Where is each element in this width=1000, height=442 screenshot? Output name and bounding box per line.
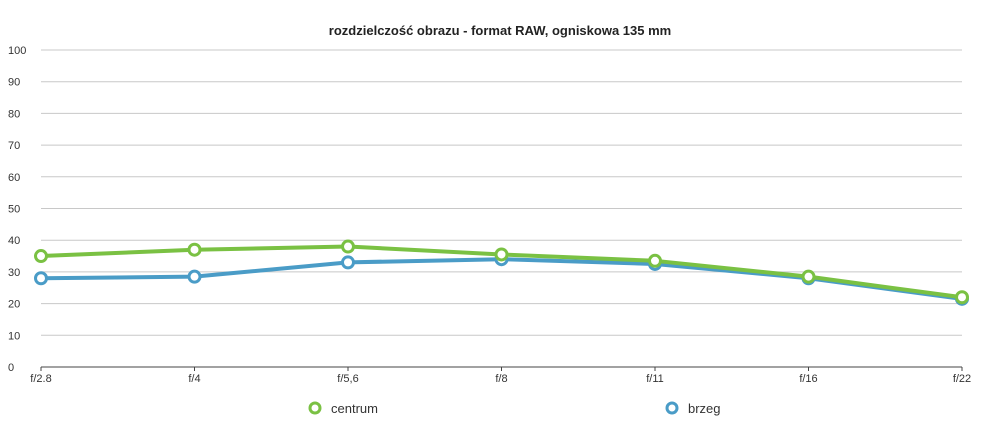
y-axis-ticks: 0 10 20 30 40 50 60 70 80 90 100 [8,45,26,374]
legend-entry-brzeg: brzeg [665,401,721,416]
y-tick-label: 90 [8,77,20,89]
data-point-centrum [494,247,509,262]
data-point-centrum [648,253,662,268]
data-point-centrum [955,290,969,305]
y-tick-label: 0 [8,362,14,374]
x-tick-label: f/5,6 [337,373,358,385]
y-tick-label: 50 [8,204,20,216]
y-tick-label: 60 [8,172,20,184]
y-tick-label: 70 [8,140,20,152]
chart-title: rozdzielczość obrazu - format RAW, ognis… [329,23,671,38]
grid [41,49,962,368]
x-tick-label: f/22 [953,373,971,385]
y-tick-label: 100 [8,45,26,57]
legend-entry-centrum: centrum [308,401,378,416]
data-point-brzeg [34,271,48,286]
y-tick-label: 80 [8,108,20,120]
data-point-centrum [341,239,355,254]
data-point-centrum [187,242,202,257]
legend: centrum brzeg [308,401,721,416]
data-point-brzeg [187,269,202,284]
legend-label-brzeg: brzeg [688,401,721,416]
legend-marker-brzeg [665,401,679,415]
legend-marker-centrum [308,401,322,415]
y-tick-label: 40 [8,235,20,247]
series [34,239,969,306]
y-tick-label: 10 [8,330,20,342]
x-tick-label: f/4 [188,373,200,385]
data-point-centrum [801,269,816,284]
x-tick-label: f/8 [495,373,507,385]
data-point-brzeg [341,255,355,270]
y-tick-label: 20 [8,299,20,311]
x-axis-ticks: f/2.8 f/4 f/5,6 f/8 f/11 f/16 f/22 [30,367,971,385]
data-point-centrum [34,249,48,264]
x-tick-label: f/11 [646,373,664,385]
x-tick-label: f/2.8 [30,373,51,385]
x-tick-label: f/16 [799,373,817,385]
y-tick-label: 30 [8,267,20,279]
legend-label-centrum: centrum [331,401,378,416]
